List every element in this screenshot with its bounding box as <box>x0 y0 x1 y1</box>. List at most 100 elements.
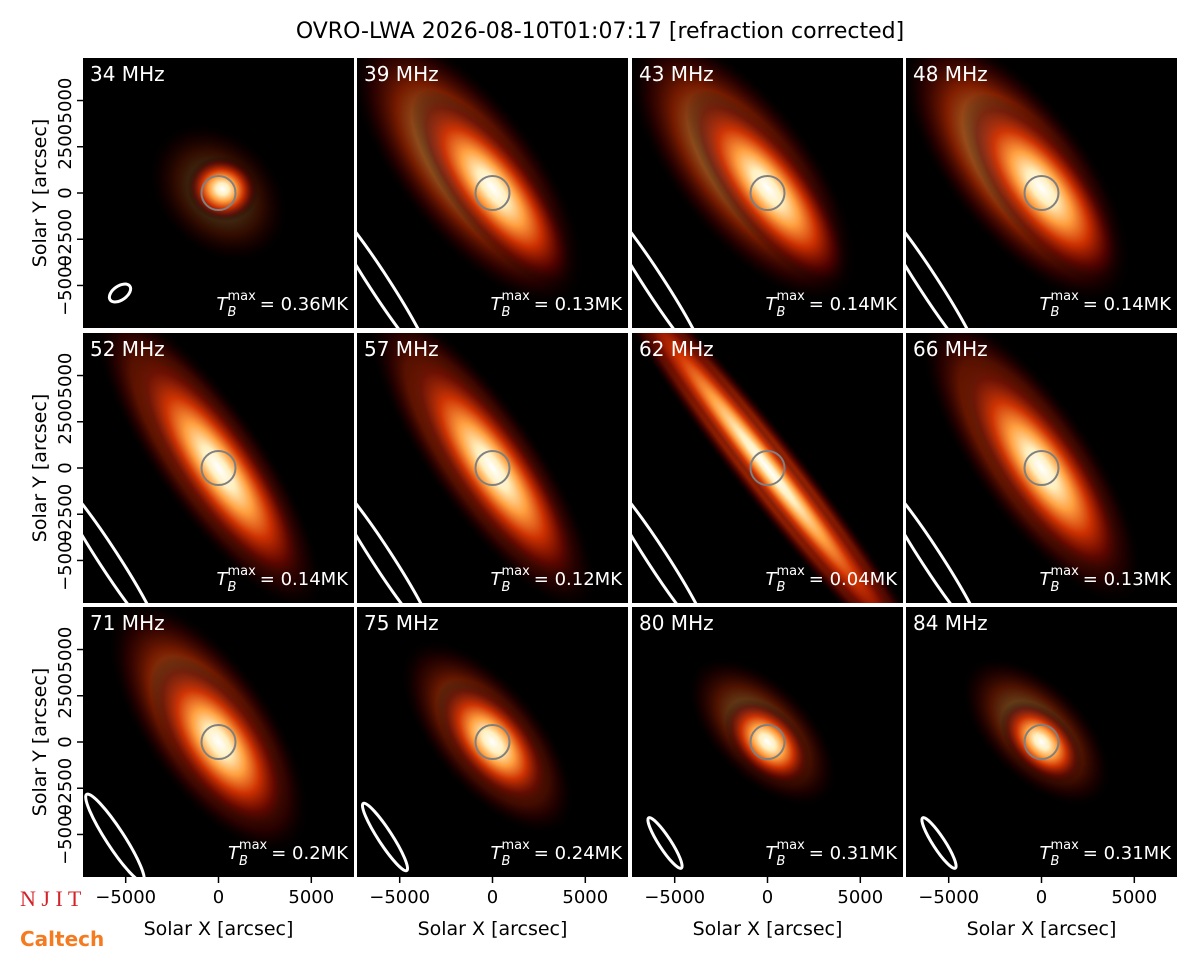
solar-disk <box>474 175 511 211</box>
beam <box>83 476 162 603</box>
x-tick-label: −5000 <box>644 887 705 908</box>
image <box>107 122 290 304</box>
y-axis-label: Solar Y [arcsec] <box>29 394 51 542</box>
logo-caltech: Caltech <box>20 927 104 951</box>
tmax-superscript: max <box>227 564 256 579</box>
y-tick-label: 0 <box>55 736 76 747</box>
emission <box>1000 700 1083 784</box>
y-tick-label: −5000 <box>55 804 76 865</box>
tmax-symbol: T <box>491 843 504 864</box>
x-tick-label: 0 <box>213 887 224 908</box>
solar-disk <box>749 724 786 760</box>
y-tick-label: 2500 <box>55 399 76 445</box>
figure-title: OVRO-LWA 2026-08-10T01:07:17 [refraction… <box>296 19 904 44</box>
y-axis-label: Solar Y [arcsec] <box>29 668 51 816</box>
tmax-label: TBmax = 0.04MK <box>766 564 899 595</box>
solar-disk <box>1023 724 1060 760</box>
tmax-subscript: B <box>777 580 786 595</box>
tmax-superscript: max <box>501 289 530 304</box>
tmax-label: TBmax = 0.13MK <box>1040 564 1173 595</box>
tmax-value: = 0.14MK <box>1083 294 1172 315</box>
panel-title: 66 MHz <box>913 337 988 361</box>
tmax-subscript: B <box>502 580 511 595</box>
tmax-symbol: T <box>491 569 504 590</box>
emission <box>686 89 849 287</box>
tmax-label: TBmax = 0.12MK <box>491 564 624 595</box>
tmax-superscript: max <box>239 838 268 853</box>
tmax-symbol: T <box>1040 569 1053 590</box>
beam <box>906 201 982 328</box>
beam <box>107 282 133 304</box>
x-tick-label: 5000 <box>1111 887 1157 908</box>
beam <box>632 476 711 603</box>
tmax-label: TBmax = 0.31MK <box>766 838 899 869</box>
panel: 34 MHz TBmax = 0.36MK <box>83 58 354 328</box>
panel: 39 MHz TBmax = 0.13MK <box>357 58 628 328</box>
x-tick-label: −5000 <box>918 887 979 908</box>
image <box>632 333 903 603</box>
solar-disk <box>749 450 786 486</box>
solar-disk <box>1023 175 1060 211</box>
y-tick-label: 2500 <box>55 673 76 719</box>
panel-title: 80 MHz <box>639 611 714 635</box>
tmax-superscript: max <box>1050 289 1079 304</box>
y-tick-label: 5000 <box>55 353 76 399</box>
tmax-value: = 0.12MK <box>534 569 623 590</box>
tmax-value: = 0.04MK <box>809 569 898 590</box>
beam <box>357 476 436 603</box>
image <box>920 656 1113 870</box>
panel: 75 MHz TBmax = 0.24MK <box>357 607 628 877</box>
panel-title: 48 MHz <box>913 62 988 86</box>
x-tick-label: 5000 <box>288 887 334 908</box>
x-tick-label: −5000 <box>95 887 156 908</box>
tmax-value: = 0.14MK <box>260 569 349 590</box>
tmax-symbol: T <box>228 843 241 864</box>
tmax-value: = 0.24MK <box>534 843 623 864</box>
tmax-value: = 0.31MK <box>809 843 898 864</box>
panel: 66 MHz TBmax = 0.13MK <box>906 333 1177 603</box>
tmax-value: = 0.2MK <box>271 843 349 864</box>
tmax-label: TBmax = 0.24MK <box>491 838 624 869</box>
tmax-symbol: T <box>766 569 779 590</box>
panel-title: 43 MHz <box>639 62 714 86</box>
x-tick-label: 5000 <box>837 887 883 908</box>
solar-disk <box>474 724 511 760</box>
panel: 80 MHz TBmax = 0.31MK <box>632 607 903 877</box>
tmax-subscript: B <box>777 305 786 320</box>
tmax-superscript: max <box>776 289 805 304</box>
image <box>646 656 839 870</box>
x-axis-label: Solar X [arcsec] <box>693 918 843 940</box>
tmax-subscript: B <box>239 854 248 869</box>
beam <box>906 476 985 603</box>
tmax-subscript: B <box>228 580 237 595</box>
panel-title: 71 MHz <box>90 611 165 635</box>
y-tick-label: −2500 <box>55 484 76 545</box>
y-tick-label: 2500 <box>55 124 76 170</box>
x-tick-label: −5000 <box>369 887 430 908</box>
tmax-label: TBmax = 0.14MK <box>217 564 350 595</box>
panel-title: 57 MHz <box>364 337 439 361</box>
image <box>83 333 324 603</box>
tmax-label: TBmax = 0.36MK <box>217 289 350 320</box>
x-tick-label: 5000 <box>562 887 608 908</box>
panel: 71 MHz TBmax = 0.2MK <box>83 607 354 877</box>
tmax-value: = 0.31MK <box>1083 843 1172 864</box>
y-axis-label: Solar Y [arcsec] <box>29 119 51 267</box>
tmax-symbol: T <box>766 294 779 315</box>
panel: 62 MHz TBmax = 0.04MK <box>632 333 903 603</box>
tmax-symbol: T <box>217 569 230 590</box>
beam <box>632 201 708 328</box>
panel: 57 MHz TBmax = 0.12MK <box>357 333 628 603</box>
beam <box>646 816 684 870</box>
solar-disk <box>200 175 237 211</box>
tmax-superscript: max <box>776 838 805 853</box>
solar-disk <box>200 724 237 760</box>
panel: 52 MHz TBmax = 0.14MK <box>83 333 354 603</box>
x-tick-label: 0 <box>487 887 498 908</box>
beam <box>357 201 433 328</box>
beam <box>920 816 958 870</box>
x-tick-label: 0 <box>762 887 773 908</box>
tmax-subscript: B <box>1051 305 1060 320</box>
emission <box>131 351 306 585</box>
panel-title: 52 MHz <box>90 337 165 361</box>
